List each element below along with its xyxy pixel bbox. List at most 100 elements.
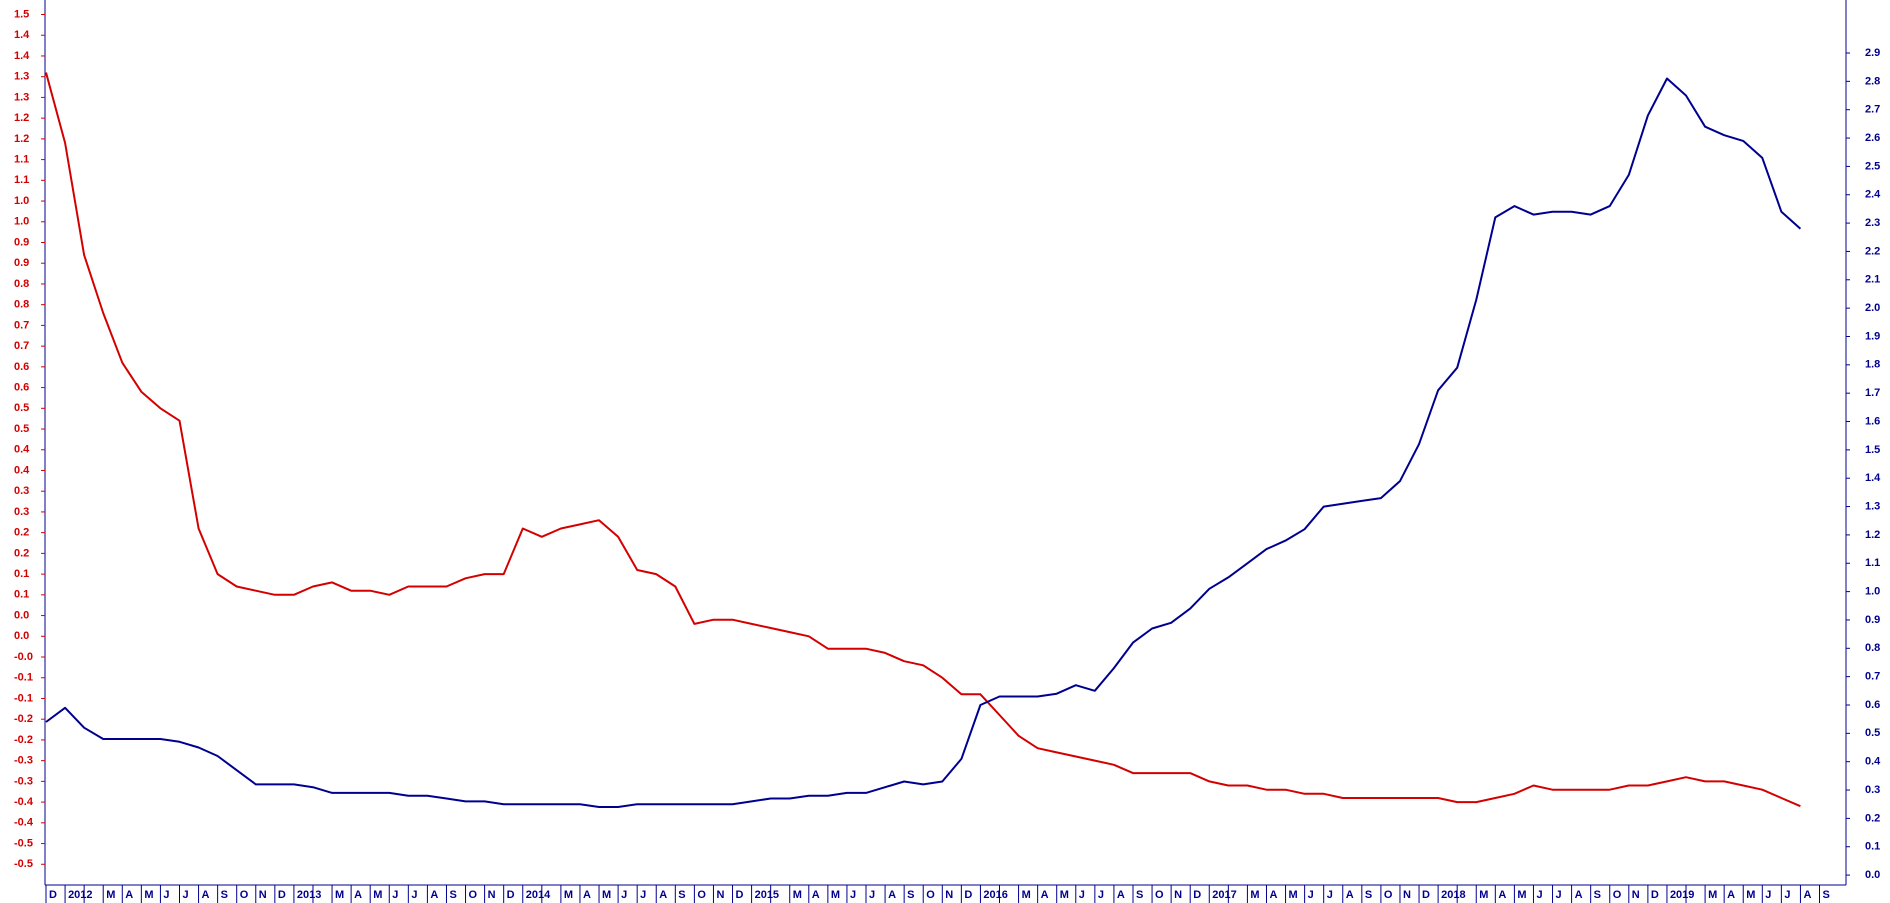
x-tick-label: N	[1403, 889, 1411, 901]
y2-tick-label: 0.7	[1865, 671, 1880, 683]
x-tick-label: J	[1308, 889, 1314, 901]
x-tick-label: S	[1136, 889, 1143, 901]
y2-tick-label: 2.8	[1865, 75, 1880, 87]
y2-tick-label: 1.5	[1865, 444, 1880, 456]
x-tick-label: A	[1269, 889, 1277, 901]
x-tick-label: M	[144, 889, 153, 901]
x-tick-label: M	[602, 889, 611, 901]
x-tick-label: J	[1765, 889, 1771, 901]
y-tick-label: 0.0	[14, 609, 29, 621]
x-tick-label: D	[736, 889, 744, 901]
x-tick-label: D	[1651, 889, 1659, 901]
y-tick-label: 0.5	[14, 402, 29, 414]
y2-tick-label: 1.9	[1865, 330, 1880, 342]
y-tick-label: 0.6	[14, 381, 29, 393]
x-tick-label: J	[182, 889, 188, 901]
x-tick-label: M	[1289, 889, 1298, 901]
series-line	[45, 77, 1802, 808]
x-tick-label: M	[1746, 889, 1755, 901]
x-tick-label: A	[1117, 889, 1125, 901]
y2-tick-label: 0.2	[1865, 812, 1880, 824]
y2-tick-label: 2.7	[1865, 104, 1880, 116]
x-tick-label: N	[1632, 889, 1640, 901]
y-tick-label: -0.4	[14, 817, 34, 829]
x-tick-label: J	[392, 889, 398, 901]
x-tick-label: M	[1479, 889, 1488, 901]
y-tick-label: -0.5	[14, 837, 33, 849]
y2-tick-label: 2.5	[1865, 160, 1880, 172]
x-tick-label: J	[1079, 889, 1085, 901]
y-tick-label: 1.0	[14, 195, 29, 207]
x-tick-label: M	[1022, 889, 1031, 901]
y-tick-label: 0.7	[14, 319, 29, 331]
x-tick-label: O	[240, 889, 249, 901]
x-tick-label: 2014	[526, 889, 551, 901]
x-tick-label: A	[1498, 889, 1506, 901]
x-tick-label: A	[1803, 889, 1811, 901]
y-tick-label: 1.1	[14, 174, 29, 186]
y-tick-label: -0.1	[14, 672, 33, 684]
x-tick-label: M	[564, 889, 573, 901]
y2-tick-label: 0.9	[1865, 614, 1880, 626]
y2-tick-label: 1.4	[1865, 472, 1881, 484]
y-tick-label: -0.0	[14, 651, 33, 663]
y-tick-label: -0.3	[14, 755, 33, 767]
x-tick-label: O	[697, 889, 706, 901]
x-tick-label: A	[430, 889, 438, 901]
x-tick-label: D	[278, 889, 286, 901]
x-tick-label: A	[888, 889, 896, 901]
y-tick-label: -0.4	[14, 796, 34, 808]
y-tick-label: 0.9	[14, 257, 29, 269]
x-tick-label: M	[1250, 889, 1259, 901]
y2-tick-label: 0.8	[1865, 642, 1880, 654]
y-tick-label: 0.5	[14, 423, 29, 435]
x-tick-label: 2015	[755, 889, 779, 901]
x-tick-label: N	[945, 889, 953, 901]
x-tick-label: D	[1193, 889, 1201, 901]
y2-tick-label: 1.6	[1865, 415, 1880, 427]
x-tick-label: M	[373, 889, 382, 901]
x-tick-label: A	[1346, 889, 1354, 901]
y2-tick-label: 2.9	[1865, 47, 1880, 59]
x-tick-label: J	[869, 889, 875, 901]
x-tick-label: D	[1422, 889, 1430, 901]
y2-tick-label: 1.2	[1865, 529, 1880, 541]
x-tick-label: O	[1155, 889, 1164, 901]
y2-tick-label: 0.4	[1865, 756, 1881, 768]
y2-tick-label: 0.3	[1865, 784, 1880, 796]
y-tick-label: 0.8	[14, 299, 29, 311]
x-tick-label: 2017	[1212, 889, 1236, 901]
x-tick-label: A	[583, 889, 591, 901]
x-tick-label: J	[1098, 889, 1104, 901]
y-tick-label: 1.1	[14, 153, 29, 165]
x-tick-label: M	[335, 889, 344, 901]
y-tick-label: 1.3	[14, 91, 29, 103]
x-tick-label: 2012	[68, 889, 92, 901]
x-tick-label: S	[678, 889, 685, 901]
y-tick-label: 1.3	[14, 71, 29, 83]
x-tick-label: A	[1041, 889, 1049, 901]
x-tick-label: M	[106, 889, 115, 901]
y-tick-label: -0.5	[14, 858, 33, 870]
x-tick-label: O	[469, 889, 478, 901]
x-tick-label: M	[831, 889, 840, 901]
x-tick-label: N	[488, 889, 496, 901]
x-tick-label: A	[812, 889, 820, 901]
y2-tick-label: 0.6	[1865, 699, 1880, 711]
y-tick-label: 1.0	[14, 216, 29, 228]
y2-tick-label: 2.3	[1865, 217, 1880, 229]
x-tick-label: A	[1575, 889, 1583, 901]
y-tick-label: -0.1	[14, 692, 33, 704]
y2-tick-label: 2.4	[1865, 189, 1881, 201]
y-tick-label: 0.2	[14, 527, 29, 539]
x-tick-label: 2019	[1670, 889, 1694, 901]
x-tick-label: J	[1536, 889, 1542, 901]
x-tick-label: M	[1517, 889, 1526, 901]
y2-tick-label: 1.3	[1865, 500, 1880, 512]
y-tick-label: 0.1	[14, 589, 29, 601]
x-tick-label: J	[621, 889, 627, 901]
x-tick-label: N	[259, 889, 267, 901]
x-tick-label: S	[1594, 889, 1601, 901]
x-tick-label: A	[659, 889, 667, 901]
